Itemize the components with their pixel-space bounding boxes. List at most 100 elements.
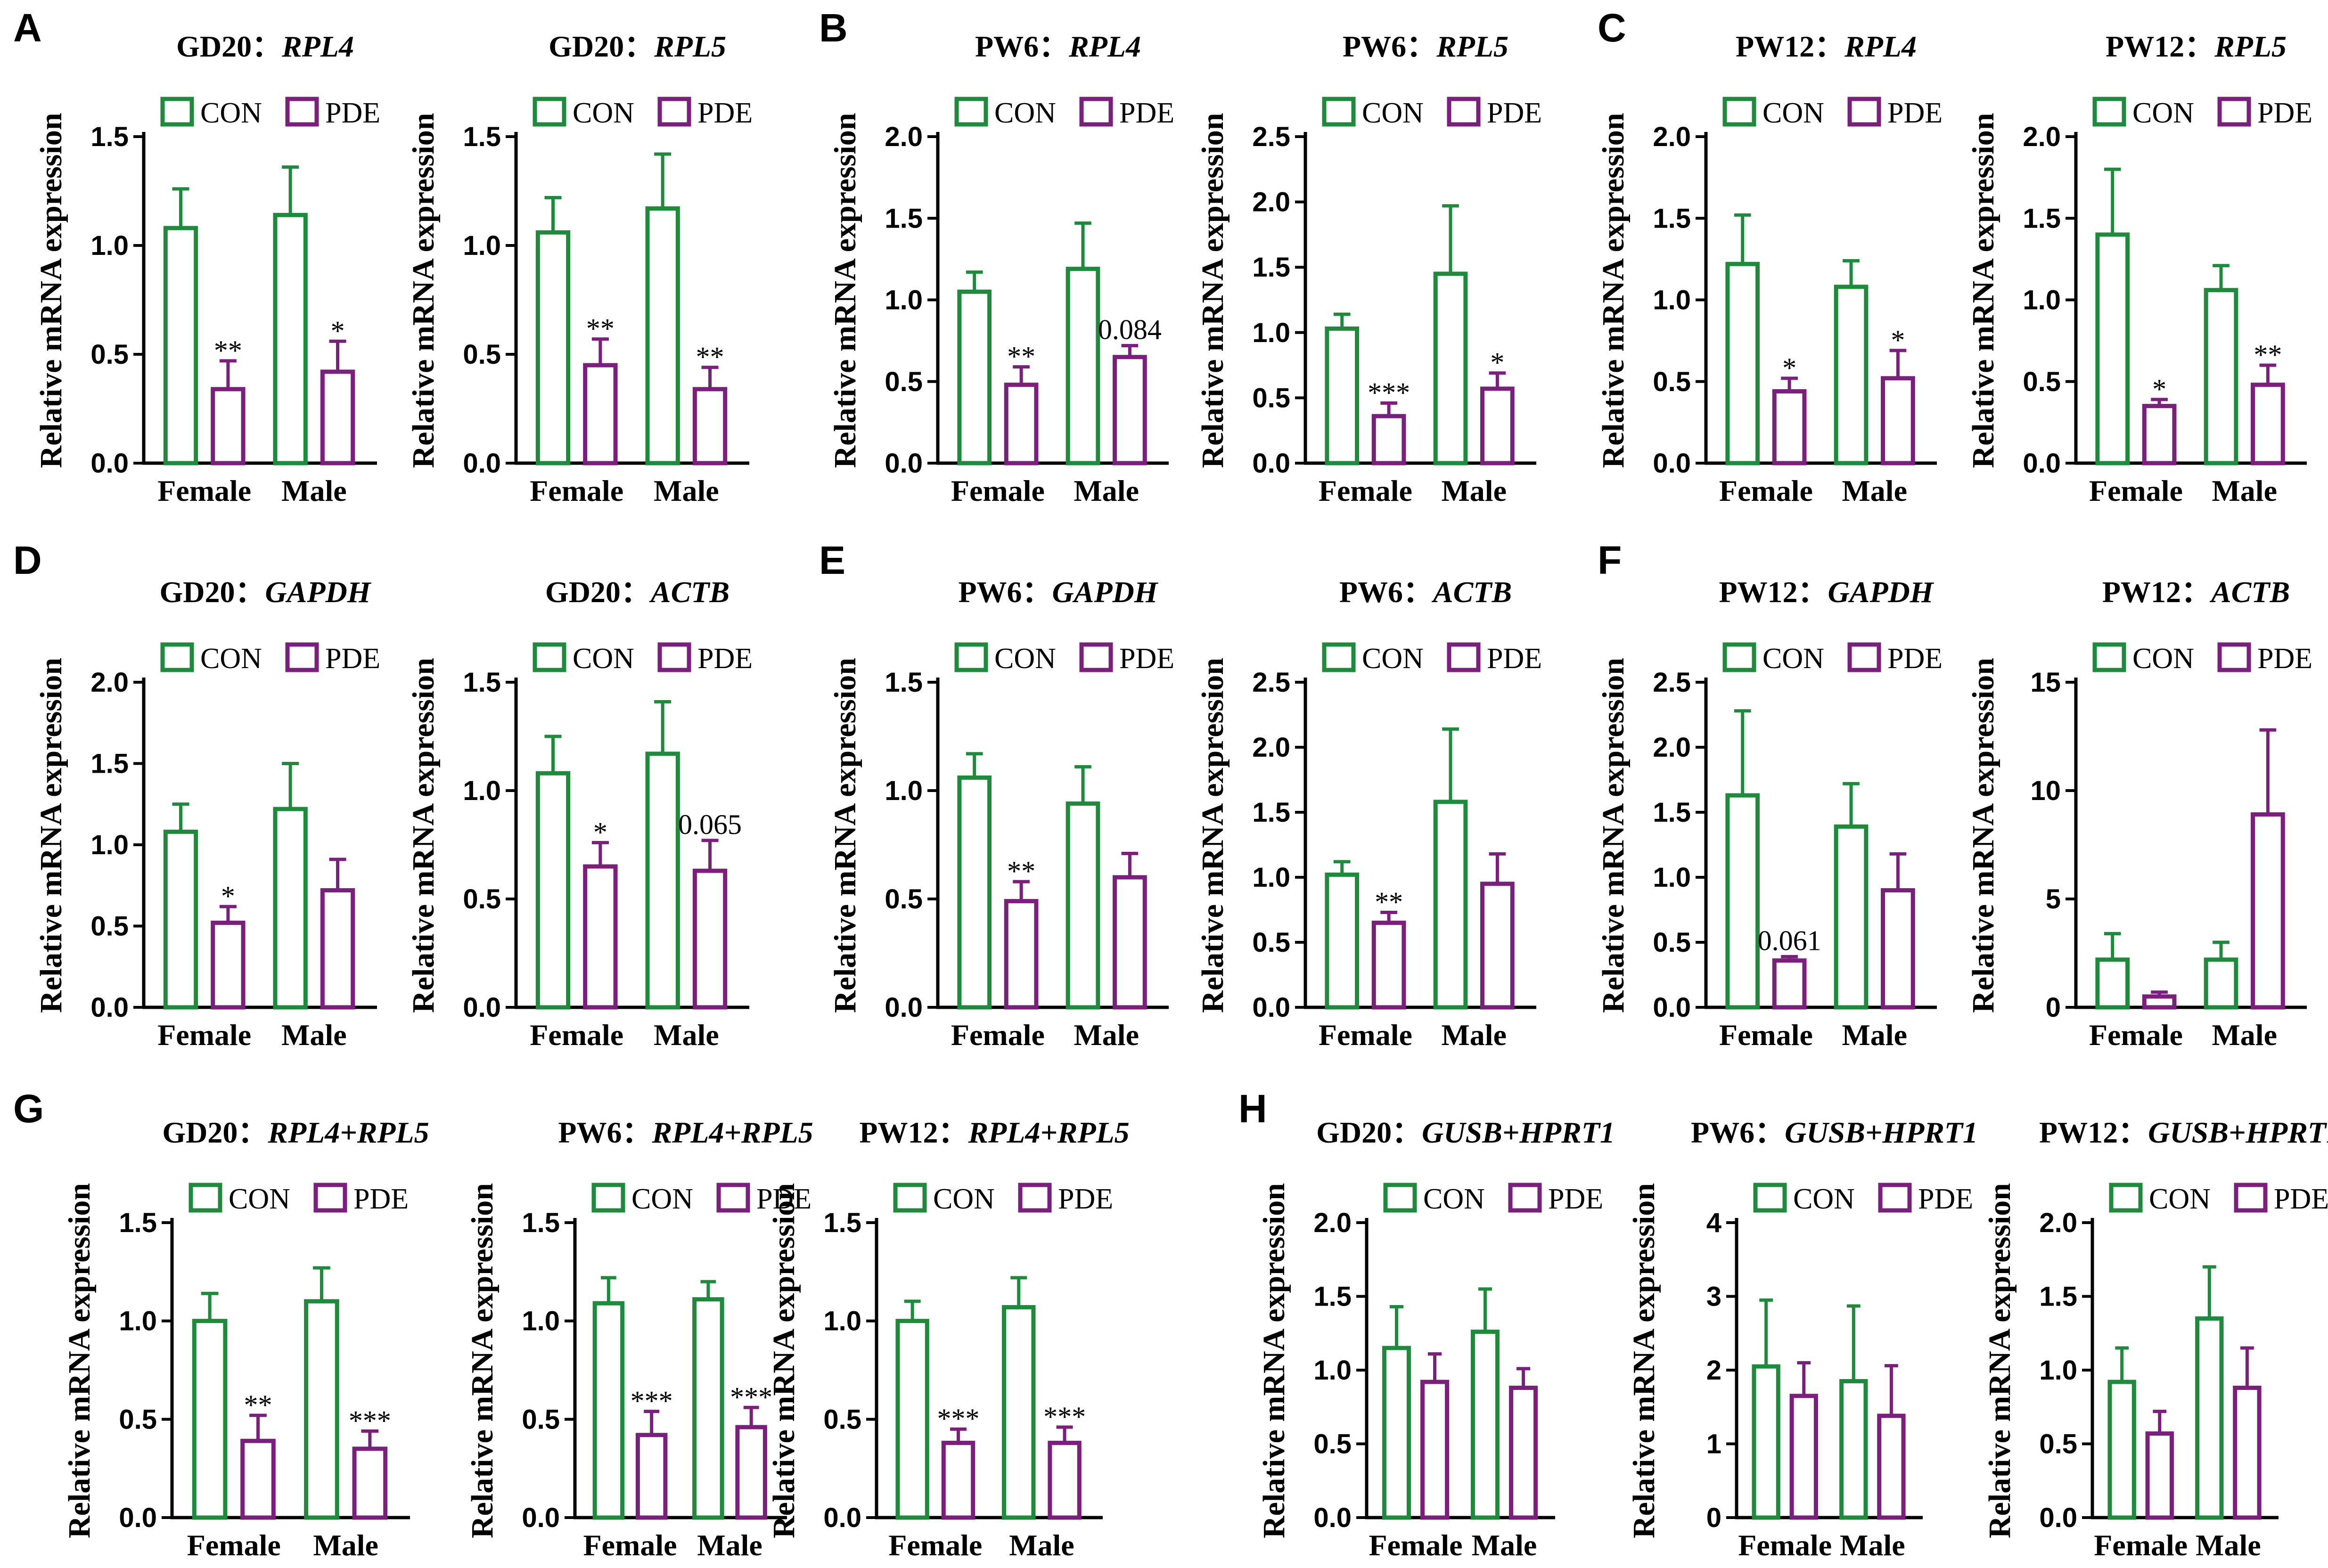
x-category-label: Male — [654, 474, 719, 507]
bar-pde-male — [320, 888, 355, 1010]
y-tick-label: 1.0 — [885, 285, 923, 316]
chart-title-prefix: GD20： — [549, 30, 654, 63]
chart-title: PW6：RPL4+RPL5 — [558, 1116, 813, 1149]
chart-f1: PW12：GAPDH Relative mRNA expression 0.0 0.5… — [1596, 575, 1943, 1052]
y-tick-label: 0.0 — [1313, 1503, 1352, 1533]
y-tick-label: 1 — [1706, 1429, 1721, 1460]
legend-swatch-con — [533, 97, 566, 127]
y-tick-label: 0.5 — [2039, 1429, 2077, 1460]
significance-label: *** — [1368, 377, 1410, 408]
x-category-label: Female — [157, 1018, 251, 1052]
x-category-label: Female — [2089, 1018, 2183, 1052]
legend-swatch-con — [1722, 97, 1756, 127]
bar-con-male — [1002, 1305, 1036, 1520]
chart-title-gene: RPL5 — [2214, 30, 2287, 63]
x-category-label: Male — [1009, 1528, 1074, 1562]
bar-pde-female — [240, 1438, 276, 1520]
legend-label-pde: PDE — [2274, 1183, 2328, 1215]
y-tick-label: 0.0 — [463, 992, 501, 1023]
bar-con-male — [1834, 824, 1869, 1010]
bar-pde-female — [635, 1433, 668, 1520]
bar-con-female — [1325, 872, 1360, 1010]
chart-title-gene: RPL4+RPL5 — [967, 1116, 1129, 1149]
y-tick-label: 1.0 — [2039, 1355, 2077, 1386]
y-tick-label: 1.0 — [463, 776, 501, 806]
legend-swatch-con — [189, 1183, 222, 1213]
y-tick-label: 0.0 — [522, 1503, 560, 1533]
y-axis-label: Relative mRNA expression — [1257, 1183, 1291, 1538]
significance-label: ** — [1007, 341, 1035, 372]
significance-label: 0.061 — [1758, 925, 1821, 956]
x-category-label: Female — [157, 474, 251, 507]
legend-swatch-pde — [1079, 97, 1113, 127]
chart-title: PW6：ACTB — [1339, 575, 1512, 609]
bar-pde-male — [692, 868, 728, 1010]
y-tick-label: 1.5 — [522, 1208, 560, 1238]
y-tick-label: 0.0 — [90, 992, 129, 1023]
y-tick-label: 4 — [1706, 1208, 1721, 1238]
chart-title: GD20：ACTB — [545, 575, 730, 609]
y-tick-label: 0.0 — [885, 448, 923, 479]
legend-swatch-pde — [657, 642, 691, 672]
x-category-label: Female — [1369, 1528, 1463, 1562]
legend-label-pde: PDE — [756, 1183, 812, 1215]
chart-a1: GD20：RPL4 Relative mRNA expression 0.0 0.5 1… — [34, 30, 380, 507]
chart-title-prefix: PW6： — [958, 575, 1052, 609]
legend-label-con: CON — [933, 1183, 995, 1215]
bar-pde-female — [2142, 994, 2177, 1010]
bar-con-female — [535, 771, 571, 1010]
y-tick-label: 2.0 — [2039, 1208, 2077, 1238]
chart-title-prefix: PW12： — [2106, 30, 2214, 63]
y-tick-label: 0.5 — [1653, 927, 1691, 958]
significance-label: * — [1891, 325, 1905, 356]
chart-title-gene: RPL4 — [1068, 30, 1141, 63]
chart-g3: PW12：RPL4+RPL5 Relative mRNA expression 0.… — [767, 1116, 1130, 1562]
panel-letter-B: B — [819, 6, 848, 50]
legend-swatch-pde — [2217, 97, 2251, 127]
x-category-label: Female — [1719, 1018, 1813, 1052]
y-tick-label: 0.0 — [463, 448, 501, 479]
legend-swatch-con — [954, 642, 988, 672]
y-tick-label: 1.5 — [2023, 203, 2061, 234]
bar-con-male — [1834, 285, 1869, 466]
bar-con-female — [1382, 1346, 1411, 1520]
bar-pde-male — [2233, 1386, 2262, 1520]
legend-label-pde: PDE — [2257, 97, 2312, 129]
x-category-label: Male — [654, 1018, 719, 1052]
y-tick-label: 1.0 — [522, 1306, 560, 1337]
y-tick-label: 2 — [1706, 1355, 1721, 1386]
legend-label-con: CON — [200, 643, 262, 675]
bar-con-female — [592, 1301, 625, 1520]
significance-label: * — [331, 315, 345, 346]
chart-title: PW6：RPL5 — [1343, 30, 1508, 63]
legend-label-con: CON — [200, 97, 262, 129]
y-tick-label: 1.5 — [1252, 252, 1290, 283]
legend-label-pde: PDE — [1119, 97, 1174, 129]
y-tick-label: 2.0 — [1252, 732, 1290, 763]
bar-con-female — [1752, 1364, 1780, 1520]
y-tick-label: 0.5 — [885, 367, 923, 397]
legend-label-pde: PDE — [1487, 97, 1542, 129]
significance-label: ** — [1375, 887, 1403, 918]
bar-pde-female — [1004, 899, 1039, 1010]
legend-swatch-con — [2092, 642, 2126, 672]
legend-swatch-pde — [657, 97, 691, 127]
panel-letter-A: A — [13, 6, 42, 50]
y-axis-label: Relative mRNA expression — [1983, 1183, 2017, 1538]
legend-label-pde: PDE — [325, 643, 380, 675]
y-axis-label: Relative mRNA expression — [1196, 658, 1230, 1013]
significance-label: ** — [696, 342, 724, 373]
chart-c1: PW12：RPL4 Relative mRNA expression 0.0 0.5 1… — [1596, 30, 1943, 507]
x-category-label: Male — [281, 474, 347, 507]
bar-pde-female — [583, 864, 618, 1010]
y-tick-label: 1.5 — [463, 667, 501, 698]
chart-h2: PW6：GUSB+HPRT1 Relative mRNA expression 0 1… — [1627, 1116, 1978, 1562]
legend-swatch-pde — [2234, 1183, 2268, 1213]
legend-swatch-con — [2092, 97, 2126, 127]
significance-label: * — [593, 817, 607, 848]
y-tick-label: 2.5 — [1252, 122, 1290, 152]
bar-pde-female — [1789, 1394, 1818, 1520]
chart-title-gene: GAPDH — [1052, 575, 1159, 609]
legend-swatch-con — [160, 642, 194, 672]
x-category-label: Male — [1842, 474, 1907, 507]
